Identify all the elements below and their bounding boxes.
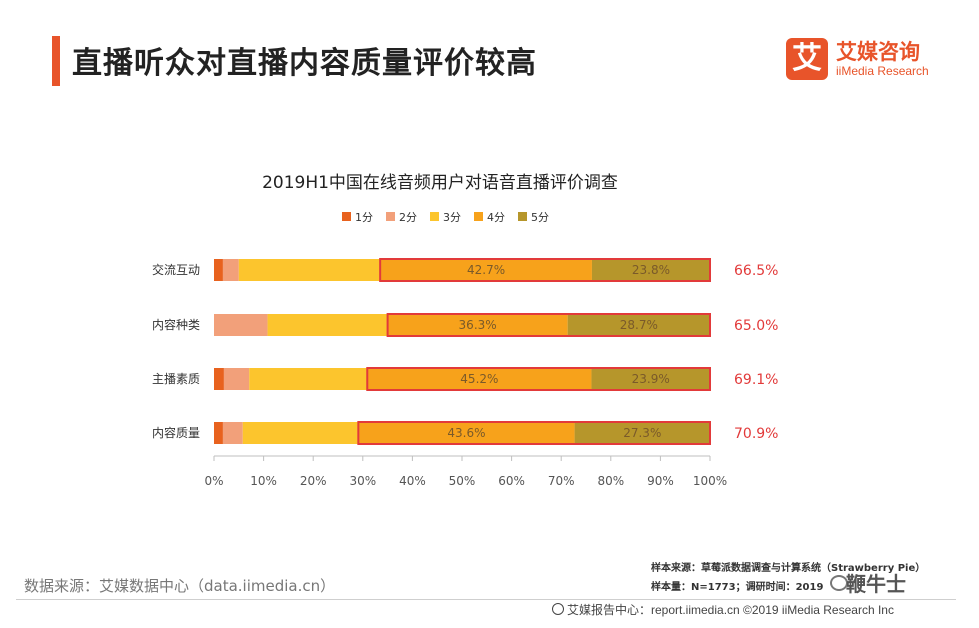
- highlight-total-label: 69.1%: [734, 372, 778, 388]
- bar-segment-3分: [242, 422, 359, 444]
- legend-swatch-3: [430, 212, 439, 221]
- legend-label-1: 1分: [355, 211, 373, 224]
- x-tick-label: 30%: [349, 474, 376, 488]
- x-tick-label: 90%: [647, 474, 674, 488]
- legend-swatch-5: [518, 212, 527, 221]
- chart-title: 2019H1中国在线音频用户对语音直播评价调查: [262, 173, 618, 193]
- globe-icon: [552, 603, 564, 615]
- x-tick-label: 50%: [449, 474, 476, 488]
- bar-segment-1分: [214, 422, 223, 444]
- x-tick-label: 80%: [597, 474, 624, 488]
- watermark-text: 鞭牛士: [846, 572, 906, 596]
- bar-segment-5分: [567, 314, 710, 336]
- report-center-line: 艾媒报告中心：report.iimedia.cn ©2019 iiMedia R…: [552, 601, 894, 618]
- x-tick-label: 20%: [300, 474, 327, 488]
- bar-segment-4分: [367, 368, 592, 390]
- legend-label-2: 2分: [399, 211, 417, 224]
- x-tick-label: 100%: [693, 474, 727, 488]
- legend-label-5: 5分: [531, 211, 549, 224]
- bar-value-label: 23.8%: [632, 263, 670, 277]
- bar-value-label: 28.7%: [620, 318, 658, 332]
- x-tick-label: 0%: [204, 474, 223, 488]
- bar-segment-1分: [214, 368, 224, 390]
- x-tick-label: 70%: [548, 474, 575, 488]
- data-source-note: 数据来源：艾媒数据中心（data.iimedia.cn）: [24, 577, 336, 595]
- sample-size-note: 样本量：N=1773；调研时间：2019: [651, 582, 824, 593]
- highlight-total-label: 66.5%: [734, 263, 778, 279]
- highlight-box: [357, 421, 711, 445]
- logo-name-en: iiMedia Research: [836, 64, 929, 78]
- category-label: 内容质量: [152, 425, 200, 440]
- bar-segment-4分: [358, 422, 575, 444]
- category-label: 内容种类: [152, 317, 200, 332]
- bar-value-label: 27.3%: [623, 426, 661, 440]
- legend-swatch-2: [386, 212, 395, 221]
- page-title: 直播听众对直播内容质量评价较高: [72, 46, 537, 81]
- highlight-total-label: 65.0%: [734, 318, 778, 334]
- category-label: 交流互动: [152, 262, 200, 277]
- legend-swatch-1: [342, 212, 351, 221]
- wechat-icon: [830, 575, 848, 591]
- logo-mark-icon: 艾: [786, 38, 828, 80]
- bar-value-label: 36.3%: [459, 318, 497, 332]
- x-tick-label: 60%: [498, 474, 525, 488]
- bar-segment-3分: [267, 314, 388, 336]
- bar-segment-2分: [222, 259, 239, 281]
- x-tick-label: 40%: [399, 474, 426, 488]
- bar-value-label: 45.2%: [460, 372, 498, 386]
- bar-segment-2分: [223, 368, 250, 390]
- bar-segment-3分: [238, 259, 381, 281]
- logo-name-cn: 艾媒咨询: [836, 40, 920, 64]
- bar-segment-5分: [591, 259, 710, 281]
- bar-segment-5分: [574, 422, 710, 444]
- sample-source-note: 样本来源：草莓派数据调查与计算系统（Strawberry Pie）: [651, 563, 926, 574]
- highlight-box: [386, 313, 711, 337]
- legend-swatch-4: [474, 212, 483, 221]
- legend-label-4: 4分: [487, 211, 505, 224]
- highlight-box: [366, 367, 711, 391]
- bar-segment-2分: [222, 422, 243, 444]
- title-accent-bar: [52, 36, 60, 86]
- bar-segment-2分: [214, 314, 268, 336]
- footer-divider: [16, 599, 956, 600]
- bar-segment-1分: [214, 259, 223, 281]
- bar-value-label: 42.7%: [467, 263, 505, 277]
- bar-value-label: 43.6%: [447, 426, 485, 440]
- bar-segment-4分: [387, 314, 568, 336]
- highlight-total-label: 70.9%: [734, 426, 778, 442]
- bar-segment-3分: [249, 368, 368, 390]
- report-center-text: 艾媒报告中心：report.iimedia.cn ©2019 iiMedia R…: [567, 603, 894, 617]
- bar-value-label: 23.9%: [632, 372, 670, 386]
- category-label: 主播素质: [152, 372, 200, 386]
- bar-segment-5分: [591, 368, 710, 390]
- x-tick-label: 10%: [250, 474, 277, 488]
- highlight-box: [379, 258, 711, 282]
- bar-segment-4分: [380, 259, 592, 281]
- stacked-bar-chart: 2019H1中国在线音频用户对语音直播评价调查 1分 2分 3分 4分 5分 0% 10% 20…: [152, 173, 779, 488]
- legend-label-3: 3分: [443, 211, 461, 224]
- brand-logo: 艾 艾媒咨询 iiMedia Research: [786, 36, 936, 84]
